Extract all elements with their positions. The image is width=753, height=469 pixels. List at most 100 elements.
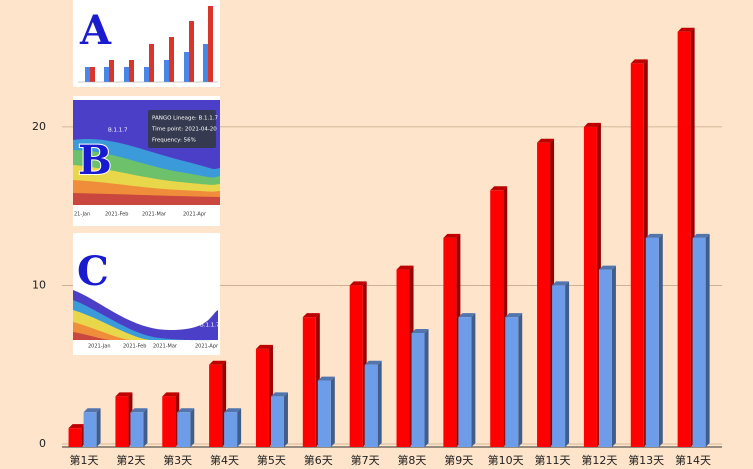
inset-date: 2021-Mar: [142, 212, 167, 218]
x-tick-label: 第7天: [351, 453, 380, 467]
tooltip-line: PANGO Lineage: B.1.1.7: [152, 116, 219, 122]
bar: [630, 63, 644, 448]
bar-side: [96, 408, 101, 447]
tooltip-line: Frequency: 56%: [152, 138, 196, 144]
bar-top: [396, 265, 414, 270]
bar-side: [658, 233, 663, 447]
bar: [255, 348, 269, 447]
bar: [458, 317, 472, 447]
bar-top: [583, 122, 601, 127]
inset-date: 2021-Apr: [183, 212, 207, 218]
inset-date: 2021-Apr: [195, 344, 219, 350]
bar-top: [443, 233, 461, 238]
bar: [68, 428, 82, 447]
bar: [209, 364, 223, 447]
bar: [83, 412, 97, 447]
bar: [162, 396, 176, 447]
bar-top: [411, 329, 429, 333]
bar: [537, 142, 551, 447]
bar-top: [630, 59, 648, 64]
x-tick-label: 第10天: [488, 453, 524, 467]
x-tick-label: 第14天: [675, 453, 711, 467]
x-tick-label: 第4天: [210, 453, 239, 467]
bar-side: [190, 408, 195, 447]
bar-side: [518, 313, 523, 447]
bar-top: [490, 186, 508, 191]
x-tick-label: 第12天: [581, 453, 617, 467]
bar-top: [270, 392, 288, 397]
bar: [349, 285, 363, 447]
plot: 0 10 20 第1天 第2天 第3天 第4天 第5天 第6天 第7天 第8天 第9天 第10天 第11天…: [32, 27, 722, 467]
bar-side: [611, 265, 616, 447]
inset-c: B.1.1.7 2021-Jan 2021-Feb 2021-Mar 2021-…: [73, 233, 220, 355]
y-tick-label: 20: [32, 120, 46, 133]
inset-date: 2021-Feb: [105, 212, 128, 218]
inset-date: 21-Jan: [74, 212, 90, 218]
inset-label: A: [79, 7, 112, 54]
bar-top: [224, 408, 242, 413]
bar: [645, 237, 659, 447]
x-tick-label: 第5天: [257, 453, 286, 467]
inset-date: 2021-Feb: [123, 344, 146, 350]
bar: [115, 396, 129, 447]
bar-side: [377, 360, 382, 447]
bar-side: [237, 408, 242, 447]
bar: [505, 317, 519, 447]
bar: [692, 237, 706, 447]
bar-top: [209, 360, 227, 365]
inset-label: C: [77, 248, 109, 295]
inset-date: 2021-Mar: [153, 344, 178, 350]
bar-top: [692, 233, 710, 238]
x-tick-label: 第11天: [535, 453, 571, 467]
x-tick-label: 第2天: [116, 453, 145, 467]
bar: [224, 412, 238, 447]
bar-side: [330, 376, 335, 447]
bar-top: [364, 360, 382, 365]
bar-side: [705, 233, 710, 447]
bar: [583, 126, 597, 447]
bar-side: [283, 392, 288, 447]
bar: [598, 269, 612, 447]
inset-date: 2021-Jan: [88, 344, 111, 350]
bar-top: [162, 392, 180, 397]
bar-side: [565, 281, 570, 447]
inset-lineage: B.1.1.7: [108, 128, 128, 134]
bar: [364, 364, 378, 447]
bar-top: [302, 313, 320, 318]
bar-side: [143, 408, 148, 447]
tooltip-line: Time point: 2021-04-20: [151, 127, 217, 133]
y-tick-label: 10: [32, 278, 46, 291]
inset-bars: [78, 6, 218, 83]
bar: [552, 285, 566, 447]
bar-top: [645, 233, 663, 238]
bar: [443, 237, 457, 447]
bar-top: [677, 27, 695, 32]
bar-side: [424, 329, 429, 447]
bar: [490, 190, 504, 448]
bar-top: [349, 281, 367, 286]
bar: [302, 317, 316, 447]
bar-top: [83, 408, 101, 413]
bar-top: [537, 138, 555, 143]
bar-side: [471, 313, 476, 447]
bar-top: [177, 408, 195, 413]
bar: [677, 31, 691, 447]
x-tick-label: 第1天: [70, 453, 99, 467]
inset-lineage: B.1.1.7: [200, 323, 220, 329]
bar: [317, 380, 331, 447]
x-tick-label: 第3天: [163, 453, 192, 467]
bar: [177, 412, 191, 447]
bar: [411, 333, 425, 447]
bar-top: [598, 265, 616, 270]
bar-top: [255, 344, 273, 349]
bar: [130, 412, 144, 447]
bar: [270, 396, 284, 447]
inset-label: B: [78, 137, 112, 184]
x-tick-label: 第13天: [628, 453, 664, 467]
bar-top: [505, 313, 523, 318]
bar-top: [115, 392, 133, 397]
bar-top: [458, 313, 476, 318]
x-tick-label: 第6天: [304, 453, 333, 467]
bar-top: [68, 424, 86, 429]
